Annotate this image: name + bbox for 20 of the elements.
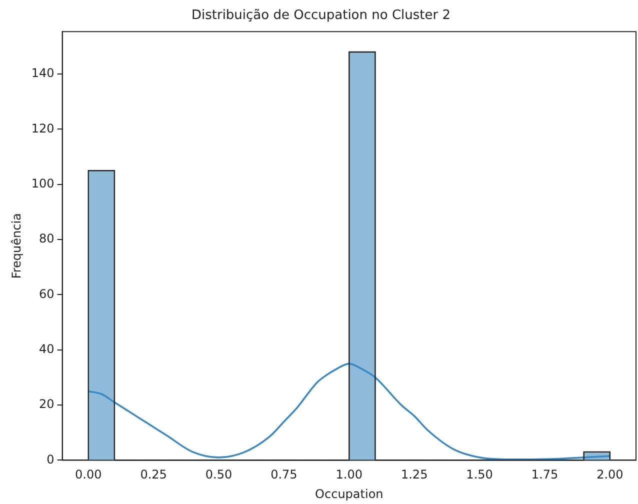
y-axis-title: Frequência (9, 213, 24, 279)
y-tick-label: 0 (46, 452, 54, 466)
x-tick-label: 2.00 (596, 468, 624, 482)
x-tick-label: 0.75 (270, 468, 298, 482)
y-tick-label: 20 (39, 397, 54, 412)
x-axis-title: Occupation (315, 486, 384, 501)
y-tick-label: 80 (39, 232, 54, 246)
x-tick-label: 1.75 (531, 468, 558, 482)
x-tick-label: 1.50 (466, 468, 493, 482)
y-tick-label: 100 (31, 176, 54, 191)
x-tick-label: 0.25 (140, 468, 167, 482)
y-tick-label: 140 (31, 66, 54, 80)
y-tick-label: 120 (31, 121, 54, 136)
x-tick-label: 0.50 (205, 468, 232, 482)
y-tick-label: 60 (39, 286, 54, 301)
chart-title: Distribuição de Occupation no Cluster 2 (191, 8, 451, 24)
y-tick-label: 40 (39, 342, 54, 356)
x-tick-label: 0.00 (75, 468, 102, 482)
x-tick-label: 1.25 (400, 468, 428, 482)
x-tick-label: 1.00 (336, 468, 363, 482)
